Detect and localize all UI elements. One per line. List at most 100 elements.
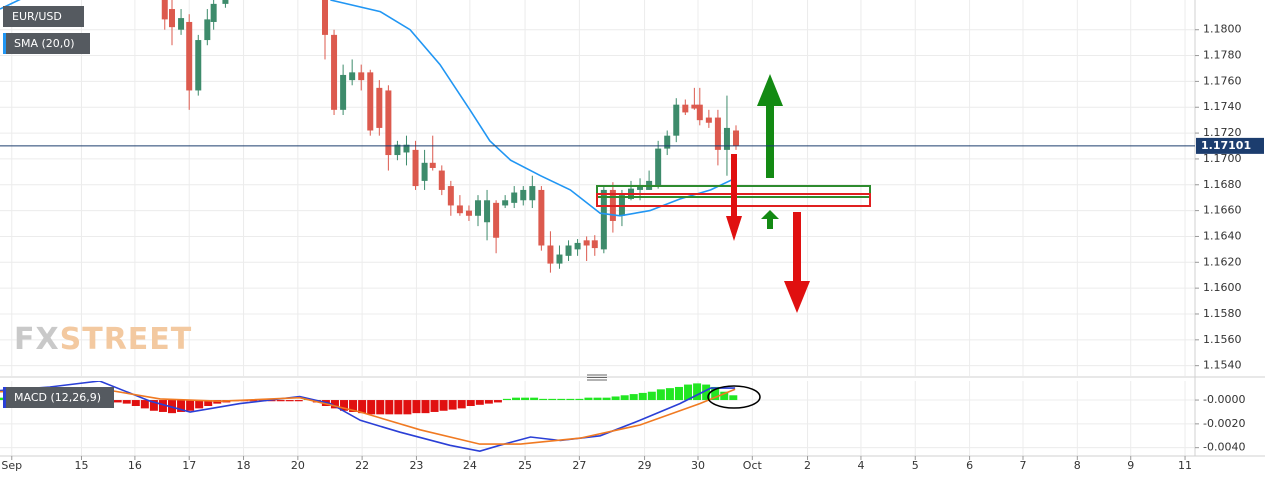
x-tick-label: 22 — [355, 459, 369, 472]
histogram-bar — [720, 391, 729, 401]
histogram-bar — [358, 400, 367, 414]
candle-body — [556, 254, 563, 264]
candle-body — [714, 117, 721, 150]
last-price-tag: 1.17101 — [1196, 137, 1264, 154]
candle-body — [583, 240, 590, 246]
candle-body — [655, 148, 662, 187]
candle-body — [600, 189, 607, 250]
candle-body — [367, 72, 374, 131]
histogram-bar — [457, 400, 466, 409]
candle-body — [447, 186, 454, 206]
histogram-bar — [711, 386, 720, 401]
panel-handle[interactable] — [587, 374, 607, 381]
histogram-bar — [665, 388, 674, 401]
histogram-bar — [493, 400, 502, 403]
x-tick-label: 5 — [912, 459, 919, 472]
histogram-bar — [512, 397, 521, 401]
candle-body — [475, 200, 481, 216]
histogram-bar — [502, 398, 511, 401]
x-tick-label: 11 — [1178, 459, 1192, 472]
sma-tag[interactable]: SMA (20,0) — [3, 33, 90, 54]
candle-body — [358, 72, 365, 81]
legend-label: MACD (12,26,9) — [14, 391, 101, 404]
histogram-bar — [113, 400, 122, 403]
y-tick-label: 1.1640 — [1203, 229, 1242, 242]
candle-body — [591, 240, 598, 249]
histogram-bar — [177, 400, 186, 412]
y-tick-label: 1.1580 — [1203, 307, 1242, 320]
y-tick-label: 1.1660 — [1203, 204, 1242, 217]
histogram-bar — [367, 400, 376, 415]
x-tick-label: 16 — [128, 459, 142, 472]
candle-body — [574, 242, 581, 250]
candle-body — [161, 0, 168, 20]
macd-tag[interactable]: MACD (12,26,9) — [3, 387, 114, 408]
histogram-bar — [475, 400, 484, 405]
candle-body — [511, 192, 518, 203]
histogram-bar — [330, 400, 339, 409]
histogram-bar — [629, 394, 638, 401]
x-tick-label: 23 — [409, 459, 423, 472]
arrow-down-large — [784, 212, 810, 313]
histogram-bar — [593, 397, 602, 401]
histogram-bar — [285, 400, 294, 402]
y-tick-label: 1.1620 — [1203, 255, 1242, 268]
candle-body — [465, 210, 472, 216]
annotations — [596, 74, 871, 409]
histogram-bar — [611, 396, 620, 401]
histogram-bar — [385, 400, 394, 415]
histogram-bar — [158, 400, 167, 412]
macd-line — [0, 388, 736, 445]
last-price-bg — [1196, 137, 1264, 154]
x-tick-label: Oct — [743, 459, 763, 472]
histogram-bar — [484, 400, 493, 404]
candle-body — [385, 90, 392, 156]
x-tick-label: 25 — [518, 459, 532, 472]
histogram-bar — [466, 400, 475, 406]
candle-body — [493, 202, 500, 238]
x-tick-label: 27 — [572, 459, 586, 472]
histogram-bar — [204, 400, 213, 406]
candle-body — [733, 130, 740, 147]
x-tick-label: 15 — [74, 459, 88, 472]
histogram-bar — [584, 397, 593, 401]
histogram-bar — [140, 400, 149, 409]
histogram-bar — [656, 389, 665, 401]
histogram-bar — [638, 392, 647, 401]
y-tick-label: -0.0040 — [1203, 441, 1245, 454]
last-price-label: 1.17101 — [1201, 139, 1251, 152]
x-tick-label: 20 — [291, 459, 305, 472]
legend-swatch — [3, 387, 6, 408]
candle-body — [682, 104, 689, 113]
x-tick-label: 9 — [1127, 459, 1134, 472]
candle-body — [705, 117, 712, 123]
histogram-bar — [702, 384, 711, 401]
histogram-bar — [403, 400, 412, 415]
histogram-bar — [421, 400, 430, 414]
x-tick-label: 24 — [463, 459, 477, 472]
y-tick-label: 1.1760 — [1203, 74, 1242, 87]
symbol-label: EUR/USD — [12, 10, 62, 23]
y-tick-label: -0.0000 — [1203, 393, 1245, 406]
histogram-bar — [376, 400, 385, 415]
histogram-bar — [575, 398, 584, 401]
macd-plot — [0, 381, 738, 453]
candle-body — [520, 189, 527, 201]
candle-body — [210, 3, 217, 22]
histogram-bar — [530, 397, 539, 401]
y-tick-label: 1.1800 — [1203, 23, 1242, 36]
candle-body — [723, 127, 730, 150]
histogram-bar — [448, 400, 457, 410]
y-tick-label: 1.1540 — [1203, 359, 1242, 372]
x-tick-label: 30 — [691, 459, 705, 472]
histogram-bar — [684, 384, 693, 401]
candle-body — [538, 189, 545, 246]
symbol-tag[interactable]: EUR/USD — [3, 6, 84, 27]
sma-tag-bg — [3, 33, 90, 54]
arrow-down-small — [726, 154, 742, 241]
candle-body — [691, 104, 698, 109]
x-tick-label: 2 — [804, 459, 811, 472]
y-tick-label: 1.1560 — [1203, 333, 1242, 346]
